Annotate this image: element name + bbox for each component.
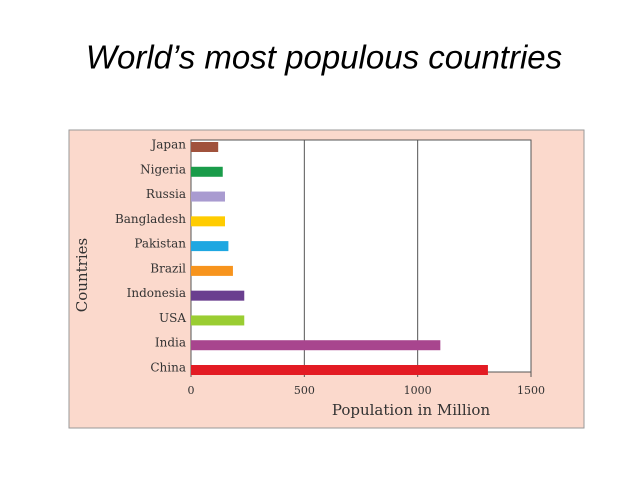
x-axis-title: Population in Million [332, 401, 491, 419]
y-tick-label: Japan [149, 138, 186, 152]
y-tick-label: Pakistan [134, 237, 186, 251]
bar [191, 265, 233, 276]
y-tick-label: Russia [146, 187, 186, 201]
y-tick-label: India [155, 336, 186, 350]
y-tick-label: China [150, 361, 186, 375]
y-axis-title: Countries [73, 238, 91, 312]
bar [191, 216, 225, 227]
bar [191, 315, 245, 326]
x-tick-label: 1500 [517, 384, 545, 397]
slide-title: World’s most populous countries [86, 39, 562, 76]
x-tick-label: 500 [294, 384, 315, 397]
y-tick-label: Bangladesh [115, 212, 186, 226]
bar [191, 290, 245, 301]
plot-area [190, 139, 532, 373]
x-tick-label: 1000 [404, 384, 432, 397]
bar [191, 142, 219, 152]
bar [191, 191, 225, 202]
x-tick-label: 0 [188, 384, 195, 397]
bar [191, 340, 441, 351]
bar [191, 365, 488, 375]
y-tick-label: USA [159, 311, 186, 325]
y-tick-label: Nigeria [140, 162, 186, 176]
y-tick-label: Indonesia [127, 286, 186, 300]
bar [191, 241, 229, 252]
y-tick-label: Brazil [150, 261, 186, 275]
bar [191, 166, 223, 177]
